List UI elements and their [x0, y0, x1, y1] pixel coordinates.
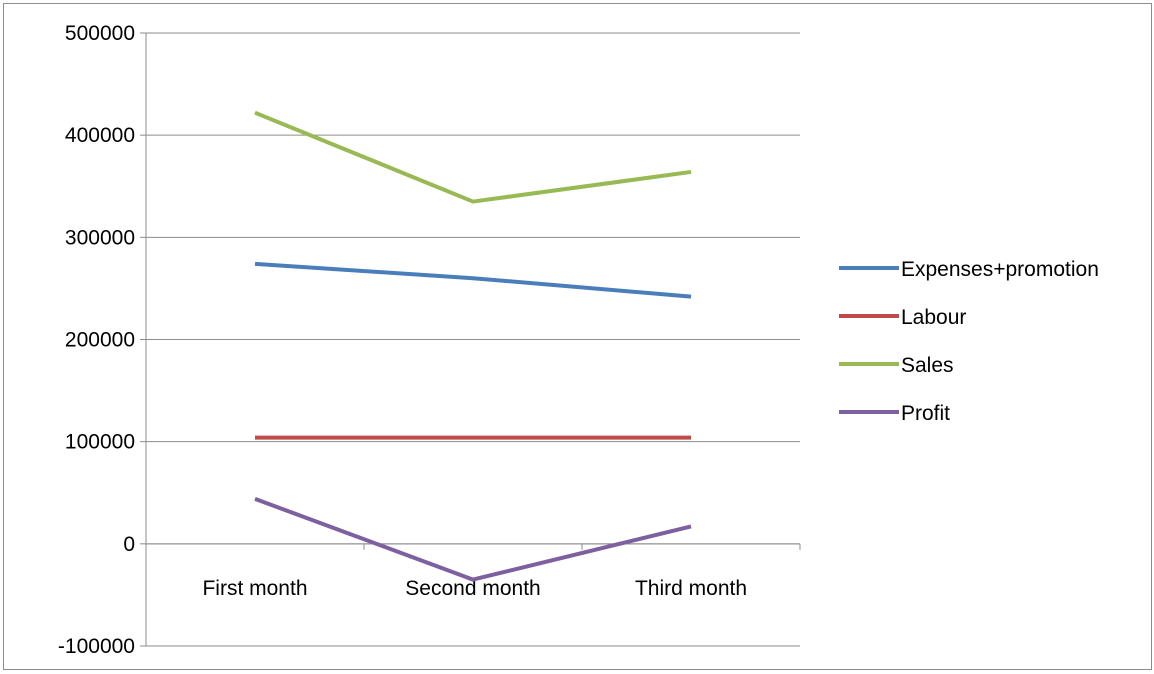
y-tick-label: 200000	[65, 329, 135, 352]
legend-label: Sales	[901, 354, 954, 377]
series-layer	[254, 110, 692, 582]
chart-svg: 500000 400000 300000 200000 100000 0 -100000 Fi…	[58, 22, 1099, 658]
y-tick-label: 100000	[65, 431, 135, 454]
series-line-profit	[254, 497, 692, 582]
legend: Expenses+promotion Labour Sales Profit	[839, 258, 1099, 425]
y-tick-label: 400000	[65, 124, 135, 147]
legend-item: Labour	[839, 306, 966, 329]
y-tick-label: -100000	[58, 635, 135, 658]
legend-item: Expenses+promotion	[839, 258, 1099, 281]
legend-item: Profit	[839, 402, 950, 425]
series-line-expenses-promotion	[254, 261, 692, 299]
legend-label: Profit	[901, 402, 950, 425]
x-tick-label: Third month	[635, 577, 747, 600]
series-line-sales	[254, 110, 692, 204]
legend-label: Labour	[901, 306, 966, 329]
x-tick-label: First month	[202, 577, 307, 600]
legend-item: Sales	[839, 354, 954, 377]
y-tick-label: 500000	[65, 22, 135, 45]
legend-label: Expenses+promotion	[901, 258, 1099, 281]
y-tick-label: 300000	[65, 226, 135, 249]
y-tick-label: 0	[123, 533, 135, 556]
x-tick-label: Second month	[405, 577, 540, 600]
axis-layer: 500000 400000 300000 200000 100000 0 -100000 Fi…	[58, 22, 801, 658]
grid-layer	[146, 32, 800, 647]
chart-frame: 500000 400000 300000 200000 100000 0 -100000 Fi…	[3, 3, 1152, 670]
